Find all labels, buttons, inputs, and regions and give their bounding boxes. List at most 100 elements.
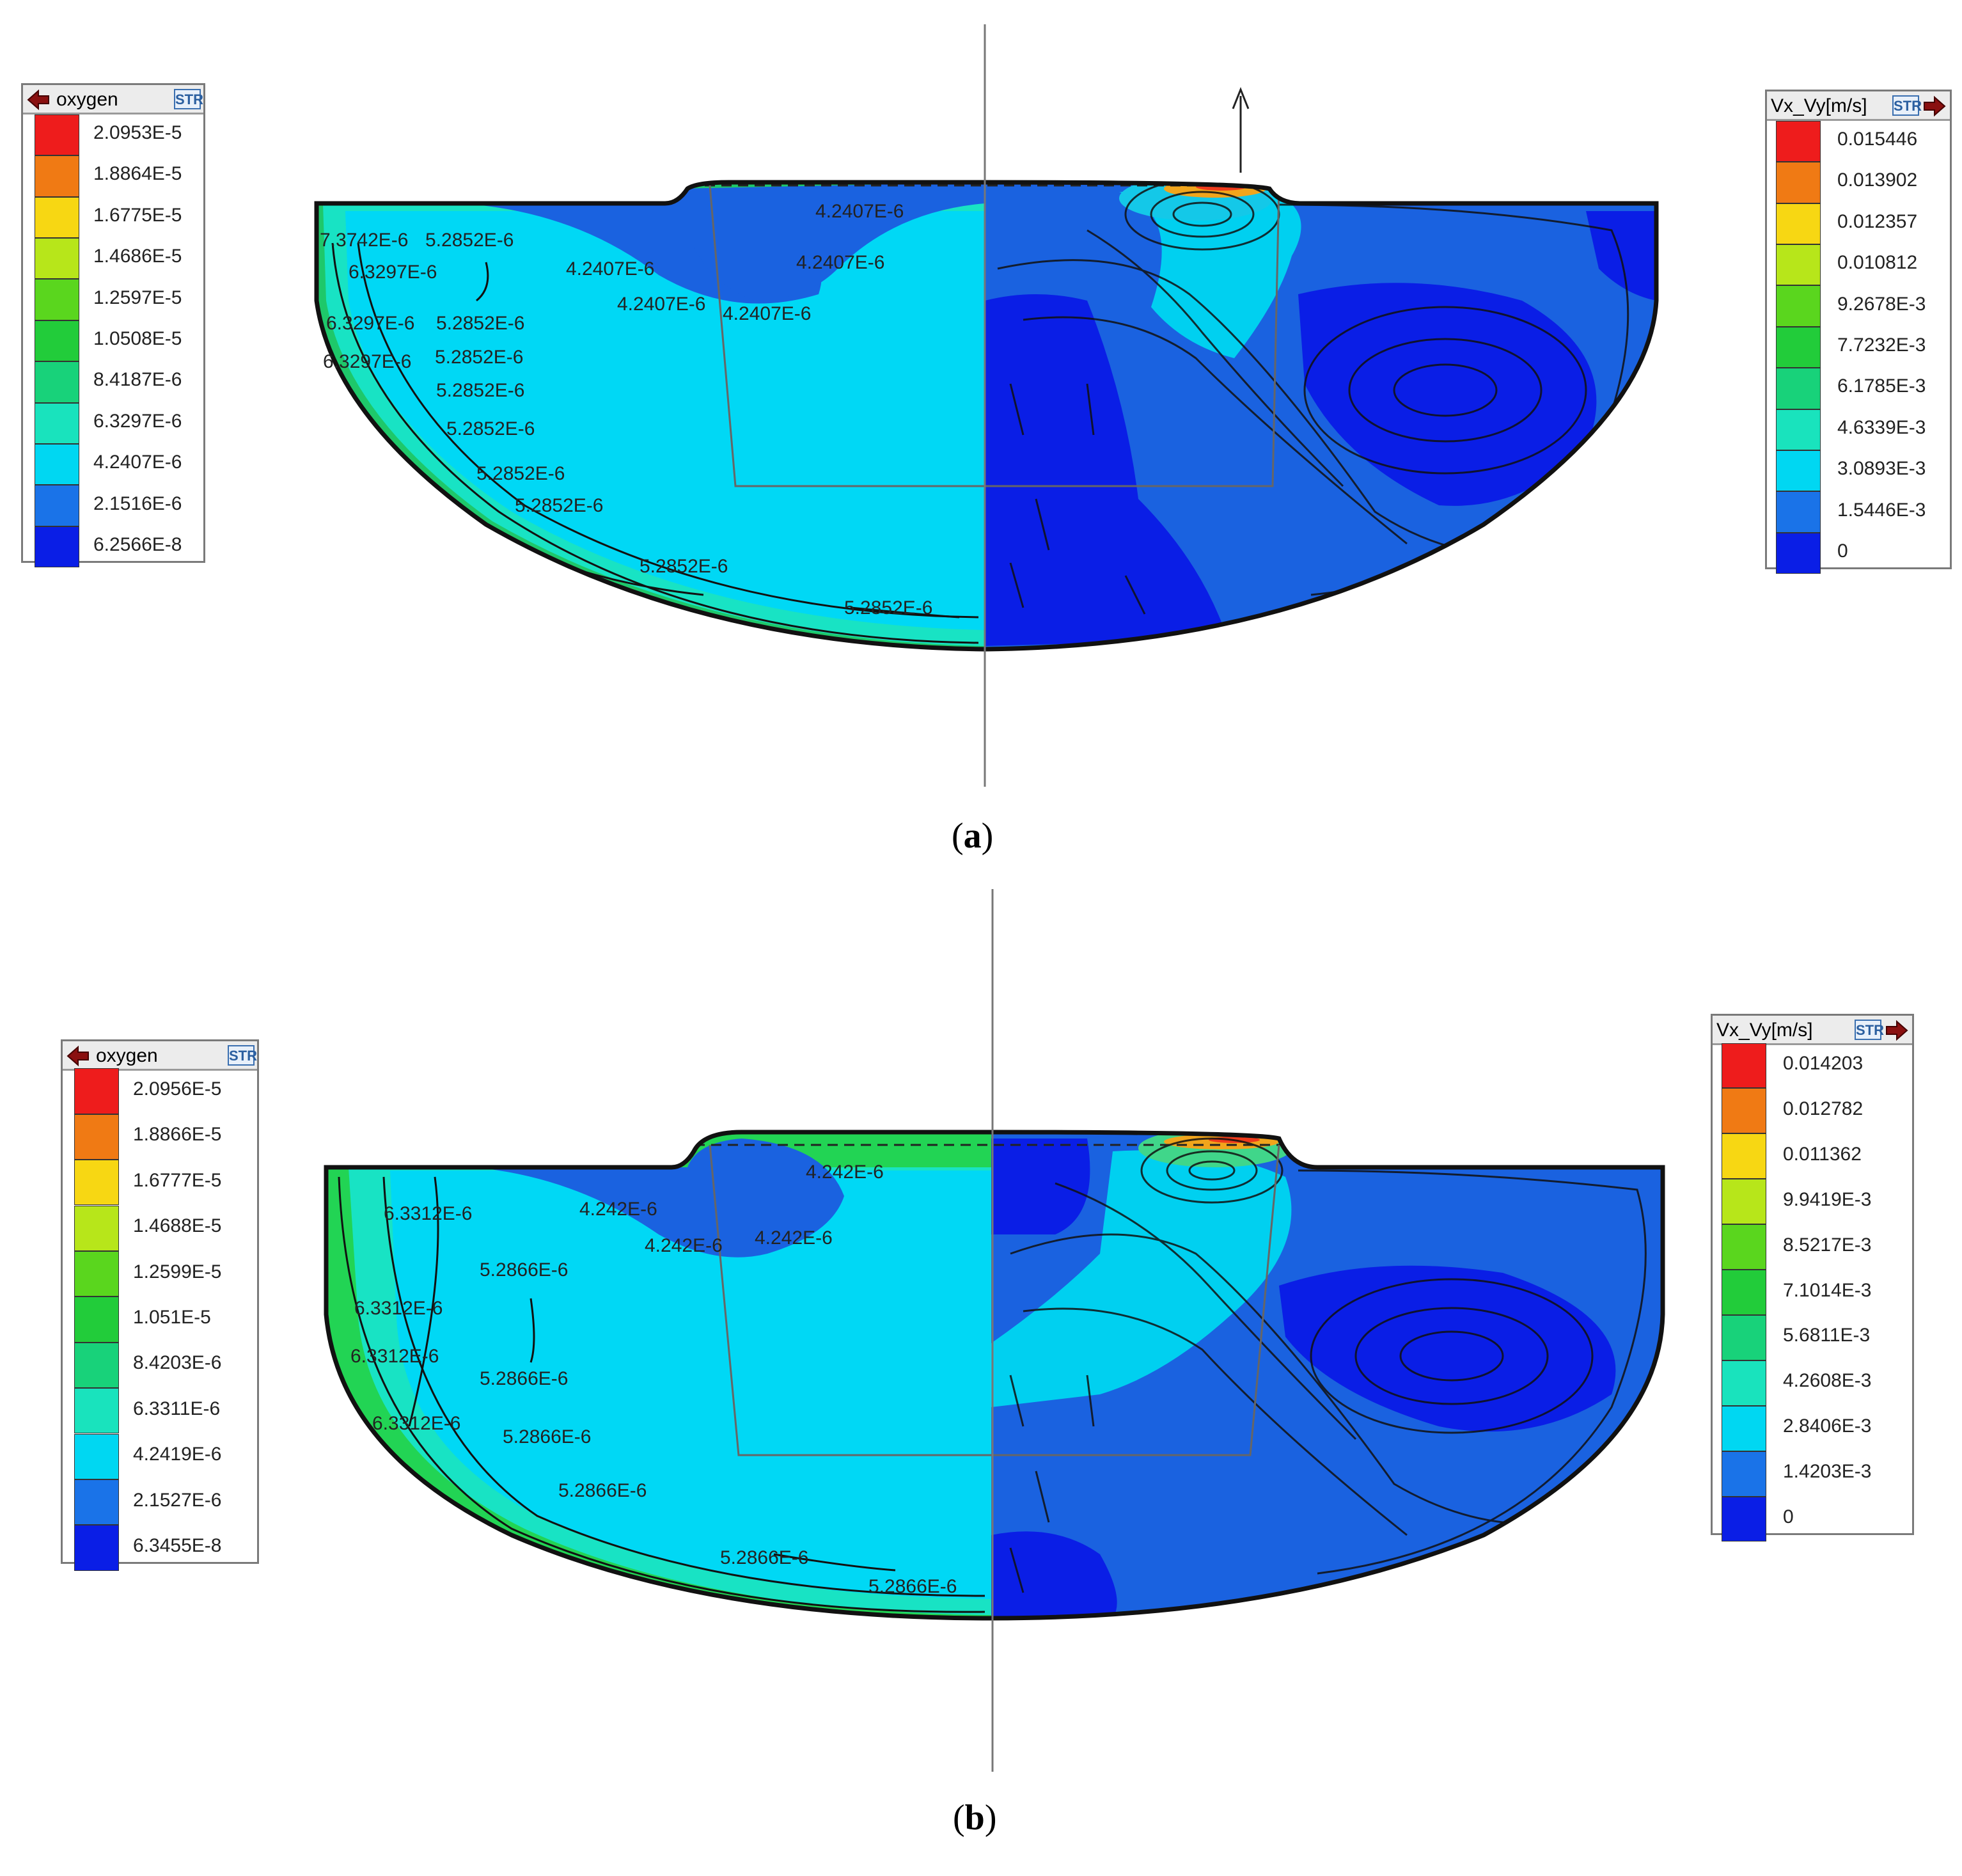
arrow-right-icon[interactable]: [1884, 1020, 1910, 1041]
legend-value: 1.8864E-5: [93, 163, 182, 185]
legend-value: 0.012782: [1783, 1098, 1864, 1119]
contour-label: 6.3297E-6: [349, 262, 437, 283]
arrow-right-icon[interactable]: [1922, 95, 1947, 117]
legend-swatch: [1776, 120, 1821, 162]
legend-swatch: [74, 1479, 119, 1525]
legend-value: 0.013902: [1837, 169, 1918, 191]
legend-value: 2.1516E-6: [93, 493, 182, 514]
legend-header: Vx_Vy[m/s] STR: [1713, 1016, 1912, 1045]
contour-label: 5.2852E-6: [515, 495, 603, 516]
legend-swatch: [74, 1068, 119, 1114]
contour-label: 5.2852E-6: [436, 313, 524, 334]
legend-value: 1.4686E-5: [93, 246, 182, 267]
legend-swatch: [1722, 1405, 1766, 1451]
legend-value: 4.2608E-3: [1783, 1370, 1872, 1392]
legend-title: oxygen: [96, 1045, 158, 1066]
contour-label: 6.3312E-6: [354, 1298, 443, 1319]
legend-value: 6.3455E-8: [133, 1535, 222, 1556]
legend-swatch: [35, 444, 79, 485]
legend-value: 4.6339E-3: [1837, 416, 1926, 438]
legend-value: 9.9419E-3: [1783, 1188, 1872, 1210]
legend-value: 0.010812: [1837, 252, 1918, 274]
legend-swatch: [35, 114, 79, 156]
legend-value: 2.1527E-6: [133, 1489, 222, 1511]
velocity-legend-a: Vx_Vy[m/s] STR 0.015446 0.013902 0.012357 0.0…: [1765, 90, 1952, 574]
velocity-field-b: [991, 1132, 1663, 1618]
legend-value: 2.8406E-3: [1783, 1415, 1872, 1437]
legend-value: 0.014203: [1783, 1053, 1864, 1074]
contour-label: 4.2407E-6: [617, 294, 705, 315]
legend-value: 7.1014E-3: [1783, 1279, 1872, 1301]
legend-swatch: [1722, 1451, 1766, 1497]
legend-swatch: [1776, 326, 1821, 368]
caption-b: (b): [953, 1798, 997, 1838]
contour-label: 5.2866E-6: [558, 1480, 647, 1501]
contour-label: 4.2407E-6: [723, 303, 811, 324]
legend-value: 0.012357: [1837, 210, 1918, 232]
legend-swatch: [1776, 532, 1821, 574]
panel-a: 7.3742E-6 5.2852E-6 6.3297E-6 4.2407E-6 …: [314, 24, 1659, 787]
domain-outline-a: [314, 180, 1659, 652]
legend-swatch: [35, 155, 79, 197]
legend-value: 4.2419E-6: [133, 1444, 222, 1465]
legend-swatch: [35, 361, 79, 403]
legend-value: 9.2678E-3: [1837, 293, 1926, 315]
legend-swatch: [35, 402, 79, 444]
legend-value: 6.1785E-3: [1837, 375, 1926, 397]
domain-outline-b: [324, 1130, 1665, 1621]
legend-swatch: [74, 1297, 119, 1343]
contour-label: 4.242E-6: [579, 1199, 657, 1220]
contour-label: 5.2866E-6: [480, 1368, 568, 1389]
legend-swatch: [1722, 1179, 1766, 1225]
legend-value: 8.4187E-6: [93, 369, 182, 391]
contour-label: 5.2866E-6: [720, 1547, 808, 1568]
contour-label: 4.242E-6: [645, 1235, 723, 1256]
legend-value: 0.011362: [1783, 1143, 1862, 1165]
panel-b: 4.242E-6 6.3312E-6 4.242E-6 4.242E-6 4.2…: [324, 889, 1665, 1772]
legend-value: 6.3297E-6: [93, 410, 182, 432]
legend-swatch: [1776, 244, 1821, 286]
str-icon[interactable]: STR: [1855, 1020, 1884, 1040]
velocity-legend-b: Vx_Vy[m/s] STR 0.014203 0.012782 0.011362 9.9…: [1711, 1014, 1914, 1542]
legend-swatch: [1776, 491, 1821, 533]
contour-labels-b: 4.242E-6 6.3312E-6 4.242E-6 4.242E-6 4.2…: [350, 1162, 957, 1597]
str-icon[interactable]: STR: [1892, 95, 1922, 116]
contour-label: 7.3742E-6: [320, 230, 408, 251]
legend-swatch: [1776, 450, 1821, 492]
legend-swatch: [1776, 162, 1821, 203]
str-icon[interactable]: STR: [228, 1045, 257, 1066]
legend-swatch: [1722, 1496, 1766, 1542]
contour-label: 5.2866E-6: [868, 1576, 957, 1597]
caption-a: (a): [952, 816, 994, 856]
up-arrow-icon: [1232, 86, 1250, 173]
contour-label: 5.2852E-6: [435, 347, 523, 368]
legend-value: 3.0893E-3: [1837, 458, 1926, 480]
legend-swatch: [74, 1525, 119, 1571]
legend-value: 0: [1837, 540, 1848, 562]
arrow-left-icon[interactable]: [65, 1045, 91, 1067]
contour-label: 4.242E-6: [806, 1162, 884, 1183]
contour-label: 4.2407E-6: [815, 201, 904, 222]
legend-swatch: [74, 1205, 119, 1251]
legend-value: 8.5217E-3: [1783, 1234, 1872, 1256]
oxygen-legend-b: oxygen STR 2.0956E-5 1.8866E-5 1.6777E-5 1.46…: [61, 1039, 259, 1571]
legend-swatch: [35, 238, 79, 280]
contour-label: 5.2852E-6: [446, 418, 535, 439]
legend-title: Vx_Vy[m/s]: [1716, 1020, 1813, 1041]
legend-swatch: [1776, 368, 1821, 409]
legend-value: 1.4688E-5: [133, 1215, 222, 1237]
legend-swatch: [35, 279, 79, 320]
str-icon[interactable]: STR: [174, 89, 203, 109]
arrow-left-icon[interactable]: [26, 89, 51, 111]
legend-swatch: [1722, 1314, 1766, 1360]
legend-value: 1.2599E-5: [133, 1261, 222, 1282]
streamlines-b: [1009, 1137, 1647, 1593]
contour-label: 4.242E-6: [755, 1227, 833, 1249]
contour-label: 6.3312E-6: [372, 1413, 460, 1434]
legend-swatch: [74, 1433, 119, 1479]
contour-label: 6.3312E-6: [350, 1346, 439, 1367]
contour-label: 6.3297E-6: [323, 351, 411, 372]
legend-swatch: [35, 526, 79, 568]
legend-value: 2.0956E-5: [133, 1078, 222, 1100]
